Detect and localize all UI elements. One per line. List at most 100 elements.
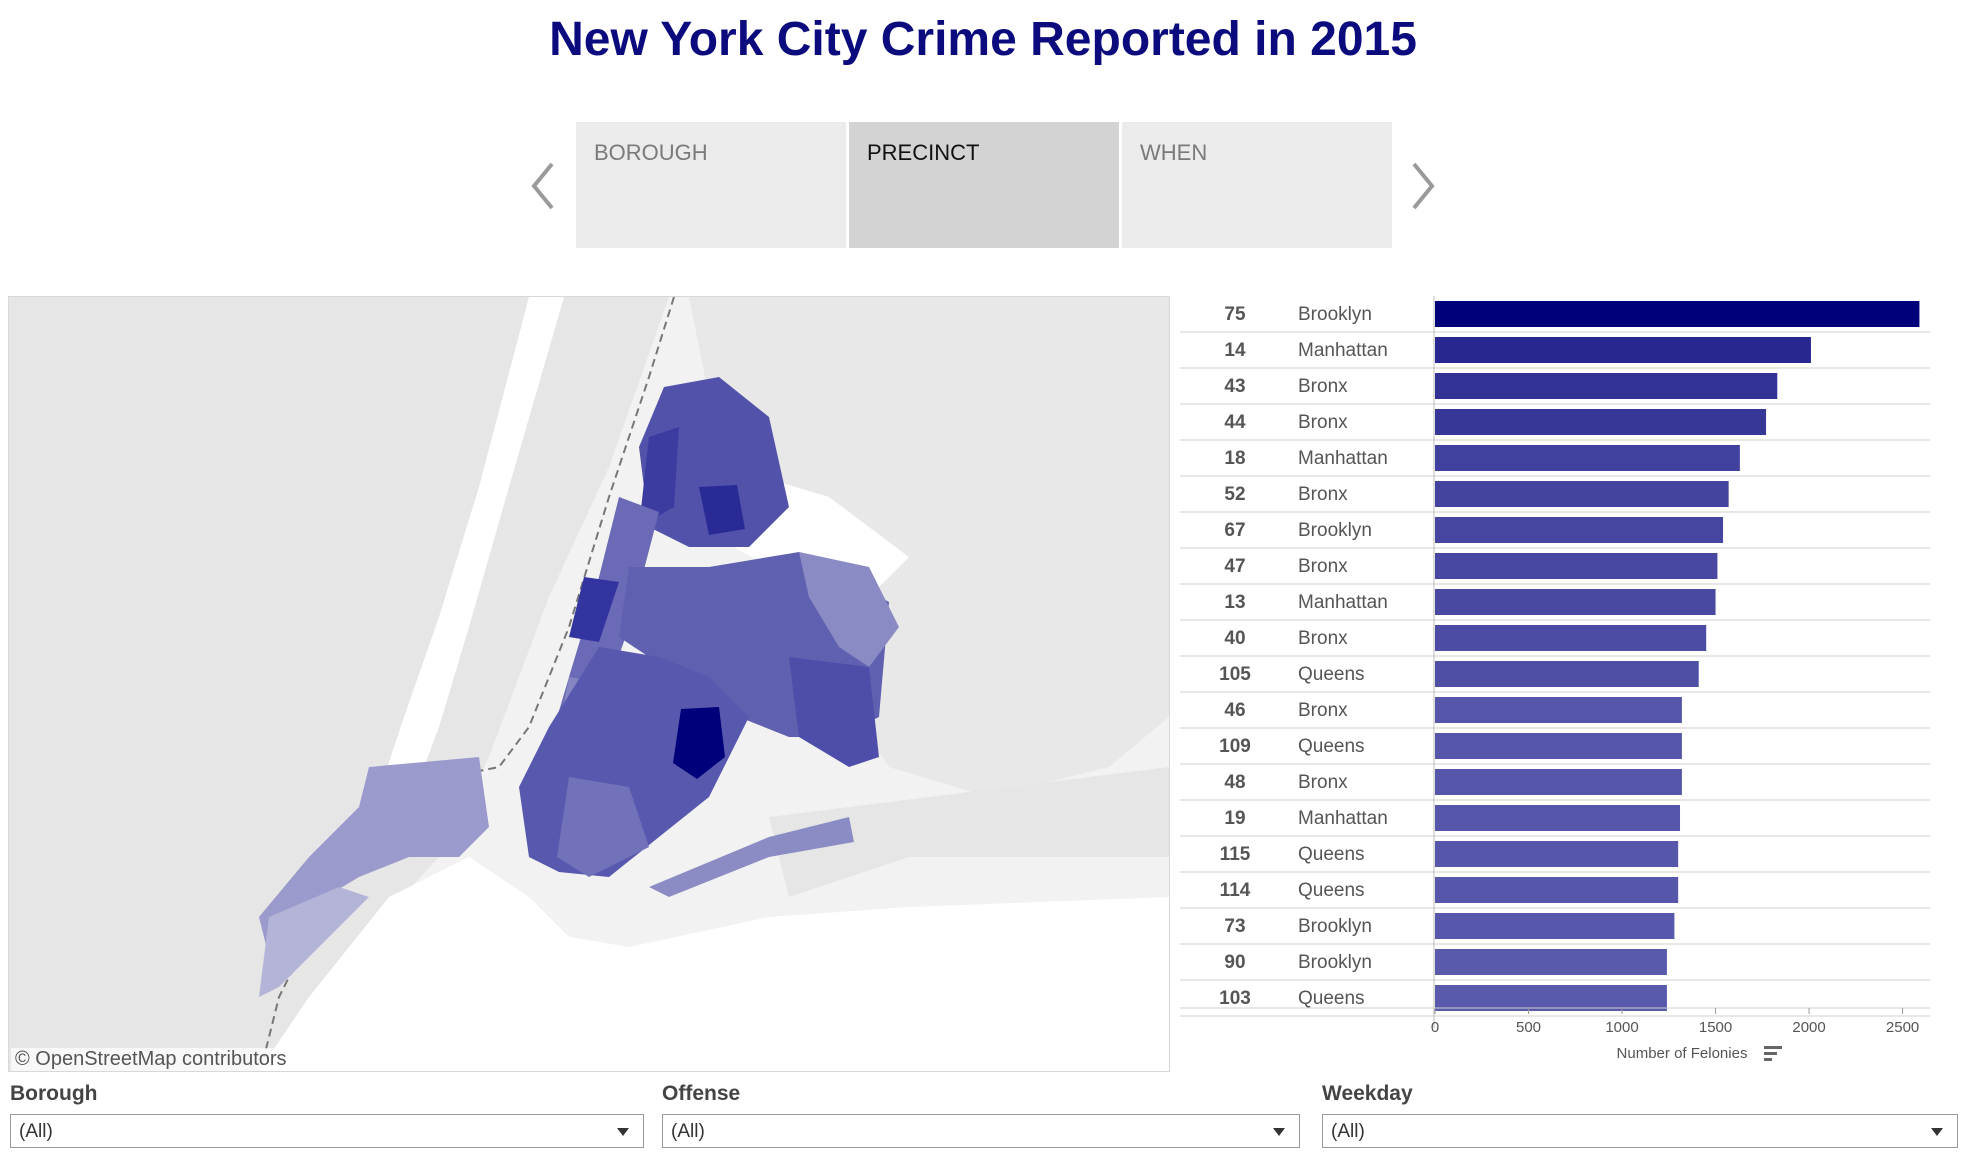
borough-label: Brooklyn	[1298, 952, 1372, 973]
borough-label: Manhattan	[1298, 448, 1388, 469]
precinct-label: 46	[1224, 700, 1245, 721]
precinct-label: 114	[1220, 880, 1251, 901]
map-rockaway	[649, 817, 854, 897]
bar-75	[1435, 301, 1920, 327]
map-water-hudson	[374, 297, 564, 827]
filter-label-offense: Offense	[662, 1082, 741, 1105]
bar-47	[1435, 553, 1718, 579]
x-tick-label: 1000	[1605, 1019, 1638, 1036]
sort-descending-icon	[1764, 1052, 1777, 1055]
weekday-filter-select[interactable]: (All)	[1322, 1114, 1958, 1148]
x-axis-title: Number of Felonies	[1617, 1045, 1748, 1062]
borough-label: Brooklyn	[1298, 520, 1372, 541]
tab-precinct[interactable]: PRECINCT	[849, 122, 1119, 248]
precinct-label: 90	[1224, 952, 1245, 973]
borough-filter-value: (All)	[19, 1121, 53, 1142]
felonies-bar-chart: 75 Brooklyn 14 Manhattan 43 Bronx 44 Bronx 18 Man…	[1180, 296, 1930, 1076]
precinct-label: 40	[1224, 628, 1245, 649]
bar-67	[1435, 517, 1724, 543]
borough-label: Bronx	[1298, 700, 1348, 721]
map-water-harbor	[259, 857, 1169, 1071]
weekday-filter-value: (All)	[1331, 1121, 1365, 1142]
borough-label: Queens	[1298, 664, 1365, 685]
bar-43	[1435, 373, 1778, 399]
x-tick-label: 500	[1516, 1019, 1541, 1036]
map-staten-island-south	[259, 887, 369, 997]
borough-label: Queens	[1298, 844, 1365, 865]
borough-label: Manhattan	[1298, 808, 1388, 829]
precinct-label: 43	[1224, 376, 1245, 397]
borough-label: Manhattan	[1298, 592, 1388, 613]
sort-descending-icon	[1764, 1046, 1782, 1049]
bar-52	[1435, 481, 1729, 507]
precinct-label: 67	[1224, 520, 1245, 541]
borough-label: Bronx	[1298, 412, 1348, 433]
bar-18	[1435, 445, 1740, 471]
caret-down-icon	[617, 1128, 629, 1136]
borough-label: Bronx	[1298, 556, 1348, 577]
x-tick-label: 2000	[1792, 1019, 1825, 1036]
precinct-label: 18	[1224, 448, 1245, 469]
bar-115	[1435, 841, 1679, 867]
bar-114	[1435, 877, 1679, 903]
borough-label: Queens	[1298, 880, 1365, 901]
precinct-label: 73	[1224, 916, 1245, 937]
bar-44	[1435, 409, 1767, 435]
map-bronx	[639, 377, 789, 547]
bar-46	[1435, 697, 1682, 723]
caret-down-icon	[1931, 1128, 1943, 1136]
borough-label: Brooklyn	[1298, 304, 1372, 325]
precinct-label: 52	[1224, 484, 1245, 505]
borough-label: Bronx	[1298, 628, 1348, 649]
precinct-label: 44	[1224, 412, 1246, 433]
map-manhattan-north	[569, 577, 619, 642]
offense-filter-value: (All)	[671, 1121, 705, 1142]
precinct-label: 19	[1224, 808, 1245, 829]
filter-label-borough: Borough	[10, 1082, 98, 1105]
borough-label: Queens	[1298, 988, 1365, 1009]
map-canvas[interactable]	[9, 297, 1169, 1071]
bar-90	[1435, 949, 1667, 975]
precinct-label: 109	[1219, 736, 1251, 757]
map-bronx-dark-precinct	[699, 485, 745, 535]
map-attribution: © OpenStreetMap contributors	[11, 1048, 291, 1071]
map-bronx-west	[639, 427, 679, 527]
precinct-label: 105	[1219, 664, 1251, 685]
precinct-label: 13	[1224, 592, 1245, 613]
bar-105	[1435, 661, 1699, 687]
bar-14	[1435, 337, 1811, 363]
borough-label: Brooklyn	[1298, 916, 1372, 937]
precinct-label: 115	[1220, 844, 1251, 865]
bar-103	[1435, 985, 1667, 1011]
bar-40	[1435, 625, 1707, 651]
precinct-map[interactable]: © OpenStreetMap contributors	[8, 296, 1170, 1072]
borough-label: Bronx	[1298, 772, 1348, 793]
precinct-label: 103	[1219, 988, 1251, 1009]
map-land-long-island	[769, 767, 1169, 897]
map-queens-south	[789, 657, 879, 767]
borough-label: Bronx	[1298, 376, 1348, 397]
bar-19	[1435, 805, 1681, 831]
bar-73	[1435, 913, 1675, 939]
filter-label-weekday: Weekday	[1322, 1082, 1413, 1105]
offense-filter-select[interactable]: (All)	[662, 1114, 1300, 1148]
x-tick-label: 2500	[1886, 1019, 1919, 1036]
map-water-sound	[689, 427, 909, 597]
bar-13	[1435, 589, 1716, 615]
bar-109	[1435, 733, 1682, 759]
chevron-left-icon[interactable]	[526, 158, 560, 214]
map-brooklyn-precinct-67	[673, 707, 725, 779]
map-staten-island	[259, 757, 489, 957]
borough-filter-select[interactable]: (All)	[10, 1114, 644, 1148]
borough-label: Queens	[1298, 736, 1365, 757]
tab-borough[interactable]: BOROUGH	[576, 122, 846, 248]
precinct-label: 75	[1224, 304, 1246, 325]
borough-label: Bronx	[1298, 484, 1348, 505]
tab-when[interactable]: WHEN	[1122, 122, 1392, 248]
precinct-label: 47	[1224, 556, 1245, 577]
x-tick-label: 1500	[1699, 1019, 1732, 1036]
x-tick-label: 0	[1431, 1019, 1439, 1036]
chevron-right-icon[interactable]	[1406, 158, 1440, 214]
map-brooklyn-south	[557, 777, 649, 877]
map-land-east	[689, 297, 1169, 797]
